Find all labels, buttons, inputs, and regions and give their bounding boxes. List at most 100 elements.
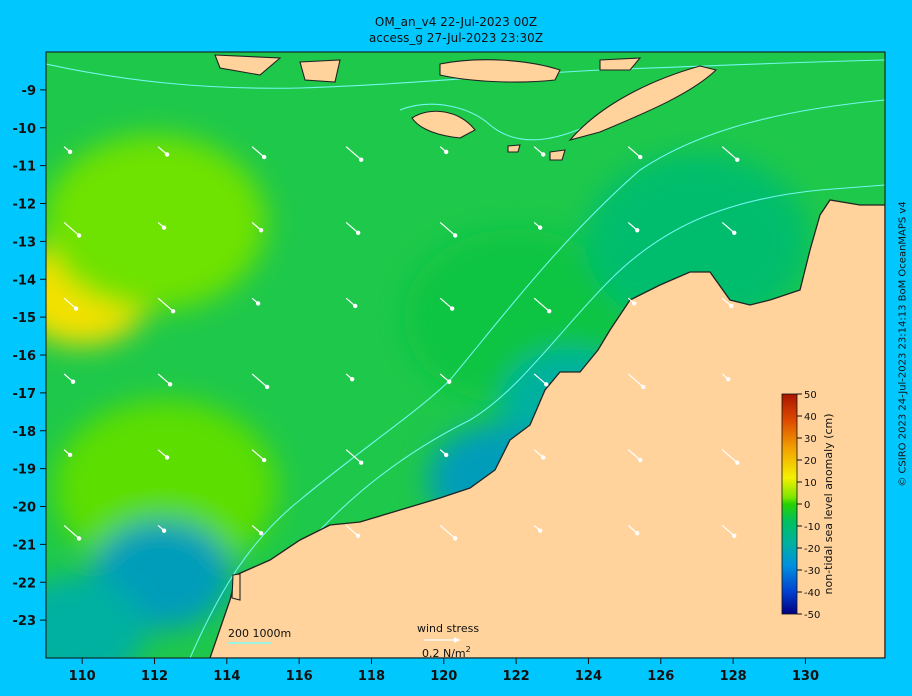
wind-vector-head [729, 303, 734, 309]
wind-vector [251, 146, 265, 158]
island-lombok [299, 59, 341, 83]
wind-vector-head [164, 152, 170, 157]
wind-vector-head [446, 379, 452, 384]
x-tick-label: 112 [141, 669, 168, 684]
y-tick-label: -11 [13, 160, 37, 175]
wind-vector-head [443, 149, 449, 155]
wind-vector-head [544, 382, 549, 387]
x-tick-label: 110 [69, 669, 96, 684]
vector-legend: wind stress 0.2 N/m2 [417, 622, 479, 660]
wind-vector [721, 146, 738, 161]
wind-vector-head [726, 376, 731, 382]
colorbar-label: non-tidal sea level anomaly (cm) [822, 414, 835, 595]
island-small-2 [549, 149, 566, 161]
y-tick-label: -17 [13, 387, 37, 402]
wind-vector [157, 373, 171, 385]
y-tick-label: -15 [13, 311, 37, 326]
wind-vector [345, 146, 362, 161]
x-tick-label: 130 [792, 669, 819, 684]
credit-text: © CSIRO 2023 24-Jul-2023 23:14:13 BoM Oc… [897, 201, 909, 487]
wind-vector-head [732, 230, 737, 236]
wind-vector-head [735, 460, 740, 465]
wind-vector-head [358, 460, 364, 465]
island-timor [568, 65, 718, 141]
x-tick-label: 116 [286, 669, 313, 684]
contour-legend: 200 1000m [228, 627, 291, 644]
anomaly-field [46, 134, 809, 658]
wind-vector-head [352, 303, 358, 309]
wind-vector [251, 449, 265, 461]
wind-vector-head [443, 452, 449, 458]
island-sumba [411, 110, 476, 139]
anomaly-patch [46, 134, 267, 311]
wind-vector [251, 373, 268, 388]
colorbar-ticks: 50 40 30 20 10 0 -10 -20 -30 -40 -50 [797, 390, 820, 621]
wind-vector-head [635, 228, 640, 233]
wind-vector [627, 146, 641, 158]
y-tick-label: -12 [13, 198, 37, 213]
wind-vector-head [355, 533, 361, 539]
anomaly-patch [584, 153, 809, 330]
wind-vector [721, 449, 738, 464]
wind-vector-head [255, 301, 261, 306]
wind-vector-head [67, 149, 73, 155]
wind-vector [533, 297, 550, 312]
wind-vector [439, 221, 456, 236]
wind-vector [627, 373, 644, 388]
anomaly-patch [53, 399, 278, 576]
wind-vector [439, 297, 453, 310]
wind-vector-head [67, 452, 73, 458]
y-tick-label: -10 [13, 122, 37, 137]
colorbar-tick-label: -50 [804, 610, 820, 621]
x-tick-label: 122 [503, 669, 530, 684]
wind-vector-head [264, 384, 270, 390]
wind-vector [345, 524, 359, 537]
land-australia [209, 199, 885, 658]
wind-vector [63, 524, 80, 539]
y-tick-label: -19 [13, 463, 37, 478]
y-tick-label: -18 [13, 425, 37, 440]
island-bali [214, 54, 282, 76]
wind-vector [721, 524, 735, 537]
x-axis: 110 112 114 116 118 120 122 124 126 128 130 [69, 658, 819, 684]
wind-vector-head [735, 157, 740, 162]
plot-area [46, 52, 885, 658]
y-tick-label: -16 [13, 349, 37, 364]
wind-vector-head [635, 531, 640, 536]
y-tick-label: -23 [13, 614, 37, 629]
colorbar: 50 40 30 20 10 0 -10 -20 -30 -40 -50 non-tidal sea… [781, 390, 835, 621]
wind-vector-head [73, 306, 79, 311]
island-flores [599, 57, 642, 71]
contour-1000m [189, 99, 885, 658]
wind-vector-head [358, 157, 364, 162]
y-tick-label: -13 [13, 235, 37, 250]
wind-vector [63, 297, 77, 310]
wind-vector-head [76, 233, 82, 238]
y-tick-label: -14 [13, 273, 37, 288]
wind-vector-head [732, 533, 737, 539]
wind-vector-head [164, 455, 170, 460]
y-axis: -9 -10 -11 -12 -13 -14 -15 -16 -17 -18 -19 -20 -21 -2… [13, 84, 46, 629]
wind-vector-head [167, 382, 173, 387]
wind-vectors [63, 146, 740, 541]
chart-title-line2: access_g 27-Jul-2023 23:30Z [368, 31, 544, 45]
wind-vector-head [258, 228, 264, 233]
x-tick-label: 118 [358, 669, 385, 684]
contour-legend-label: 200 1000m [228, 627, 291, 640]
colorbar-tick-label: -20 [804, 544, 820, 555]
vector-legend-title: wind stress [417, 622, 479, 635]
wind-vector-head [258, 531, 264, 536]
contour-north [46, 59, 885, 89]
colorbar-tick-label: -40 [804, 588, 820, 599]
colorbar-tick-label: 10 [804, 478, 817, 489]
wind-vector-head [70, 379, 76, 384]
colorbar-scale [781, 393, 798, 615]
wind-vector [345, 449, 362, 464]
wind-vector-head [452, 233, 458, 238]
vector-legend-unit: 0.2 N/m2 [422, 645, 471, 660]
wind-vector-head [638, 457, 643, 463]
x-tick-label: 128 [720, 669, 747, 684]
colorbar-tick-label: 40 [804, 412, 817, 423]
colorbar-tick-label: -30 [804, 566, 820, 577]
